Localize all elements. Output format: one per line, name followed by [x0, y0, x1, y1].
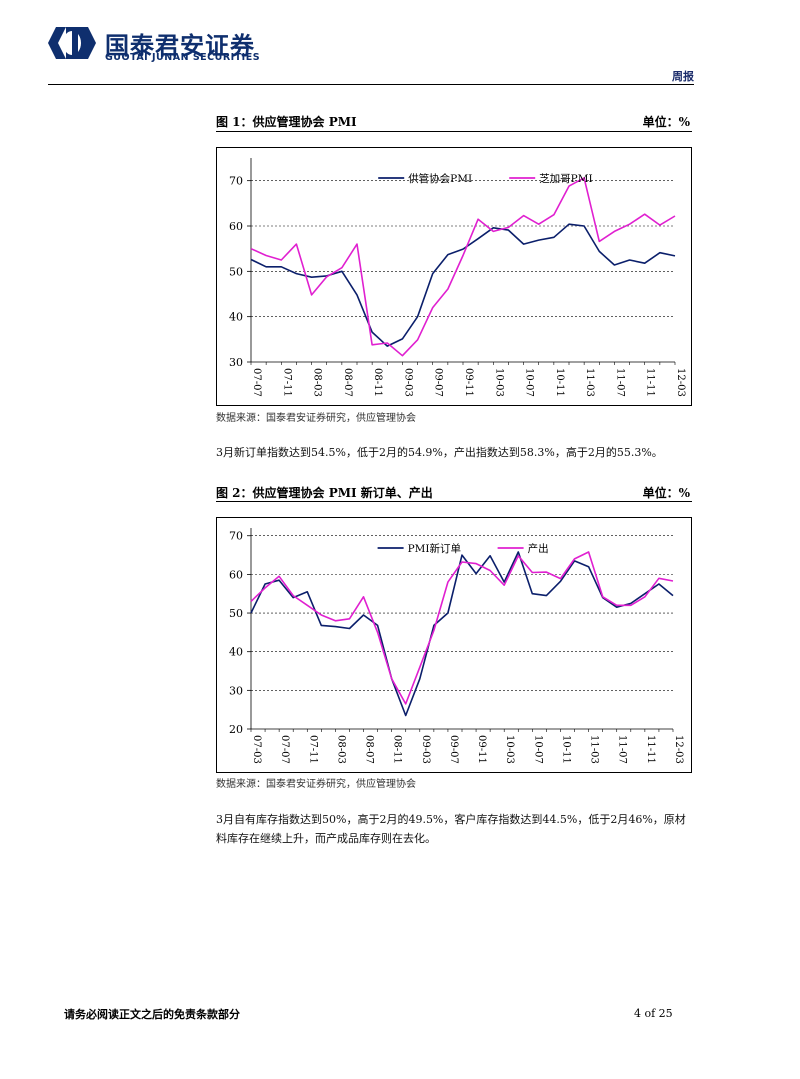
fig2-xtick-label: 07-07: [279, 735, 290, 764]
paragraph-inventory: 3月自有库存指数达到50%，高于2月的49.5%，客户库存指数达到44.5%，低…: [216, 813, 686, 845]
company-name-en: GUOTAI JUNAN SECURITIES: [105, 52, 261, 63]
fig2-series-line-1: [250, 551, 674, 717]
fig1-series-line-2: [250, 177, 676, 357]
header-divider: [48, 84, 694, 85]
fig1-legend-label-2: 芝加哥PMI: [539, 172, 592, 185]
figure-1-chart: 30 40 50 60 70 07-07 07-11 08-03 08-07 08-11 09-03…: [229, 158, 686, 397]
fig2-xtick-label: 11-11: [645, 735, 656, 764]
company-name-cn: 国泰君安证券: [105, 32, 255, 60]
fig1-ytick-label: 50: [229, 265, 243, 278]
fig2-xtick-label: 10-03: [504, 735, 515, 764]
fig1-xtick-label: 12-03: [675, 368, 686, 397]
figure-2-unit: 单位：%: [642, 486, 690, 500]
fig2-ytick-label: 30: [229, 684, 243, 697]
fig2-xtick-label: 08-07: [364, 735, 375, 764]
fig1-ytick-label: 30: [229, 356, 243, 369]
fig2-xtick-label: 10-11: [560, 735, 571, 764]
fig2-ytick-label: 60: [229, 568, 243, 581]
page-number: 4 of 25: [634, 1007, 673, 1020]
fig1-ytick-label: 60: [229, 220, 243, 233]
fig2-ytick-label: 20: [229, 723, 243, 736]
fig2-legend-label-1: PMI新订单: [408, 542, 461, 555]
fig2-xtick-label: 12-03: [673, 735, 684, 764]
fig1-xtick-label: 09-11: [463, 368, 474, 397]
figure-2-rule: [216, 501, 692, 502]
fig1-xtick-label: 10-07: [524, 368, 535, 397]
fig1-series-line-1: [250, 223, 676, 347]
fig1-xtick-label: 11-11: [645, 368, 656, 397]
fig1-xtick-label: 09-07: [433, 368, 444, 397]
fig2-xtick-label: 08-11: [392, 735, 403, 764]
figure-2-title: 图 2：供应管理协会 PMI 新订单、产出: [216, 486, 433, 500]
fig1-xtick-label: 10-03: [493, 368, 504, 397]
figure-2-chart: 20 30 40 50 60 70 07-03 07-07 07-11 08-03 08-07 08-…: [229, 528, 684, 764]
fig1-ytick-label: 70: [229, 175, 243, 188]
fig2-xtick-label: 09-03: [420, 735, 431, 764]
fig2-legend-label-2: 产出: [528, 542, 549, 555]
figure-1-source: 数据来源：国泰君安证券研究，供应管理协会: [216, 413, 416, 424]
footer-disclaimer: 请务必阅读正文之后的免责条款部分: [64, 1008, 240, 1021]
fig1-xtick-label: 08-11: [372, 368, 383, 397]
report-type-label: 周报: [672, 70, 694, 83]
fig1-xtick-label: 11-07: [614, 368, 625, 397]
fig1-xtick-label: 07-11: [281, 368, 292, 397]
fig2-xtick-label: 07-11: [307, 735, 318, 764]
figure-2-chart-frame: 20 30 40 50 60 70 07-03 07-07 07-11 08-03 08-07 08-…: [216, 517, 692, 773]
figure-1-chart-frame: 30 40 50 60 70 07-07 07-11 08-03 08-07 08-11 09-03…: [216, 147, 692, 406]
paragraph-new-orders: 3月新订单指数达到54.5%，低于2月的54.9%，产出指数达到58.3%，高于…: [216, 446, 663, 459]
fig2-xtick-label: 11-07: [617, 735, 628, 764]
company-logo-mark: [48, 27, 96, 59]
figure-1-title: 图 1：供应管理协会 PMI: [216, 115, 357, 129]
fig2-xtick-label: 08-03: [335, 735, 346, 764]
fig1-xtick-label: 08-07: [342, 368, 353, 397]
fig2-xtick-label: 09-07: [448, 735, 459, 764]
fig2-xtick-label: 07-03: [251, 735, 262, 764]
fig1-ytick-label: 40: [229, 311, 243, 324]
fig2-ytick-label: 50: [229, 607, 243, 620]
fig2-series-line-2: [250, 551, 674, 705]
fig1-xtick-label: 10-11: [554, 368, 565, 397]
figure-1-unit: 单位：%: [642, 115, 690, 129]
fig1-xtick-label: 07-07: [251, 368, 262, 397]
fig2-ytick-label: 70: [229, 530, 243, 543]
fig2-ytick-label: 40: [229, 646, 243, 659]
fig2-xtick-label: 10-07: [532, 735, 543, 764]
fig2-xtick-label: 11-03: [589, 735, 600, 764]
fig2-xtick-label: 09-11: [476, 735, 487, 764]
fig1-xtick-label: 08-03: [312, 368, 323, 397]
figure-2-source: 数据来源：国泰君安证券研究，供应管理协会: [216, 779, 416, 790]
fig1-xtick-label: 11-03: [584, 368, 595, 397]
figure-1-rule: [216, 131, 692, 132]
fig1-legend-label-1: 供管协会PMI: [408, 172, 472, 185]
fig1-xtick-label: 09-03: [402, 368, 413, 397]
